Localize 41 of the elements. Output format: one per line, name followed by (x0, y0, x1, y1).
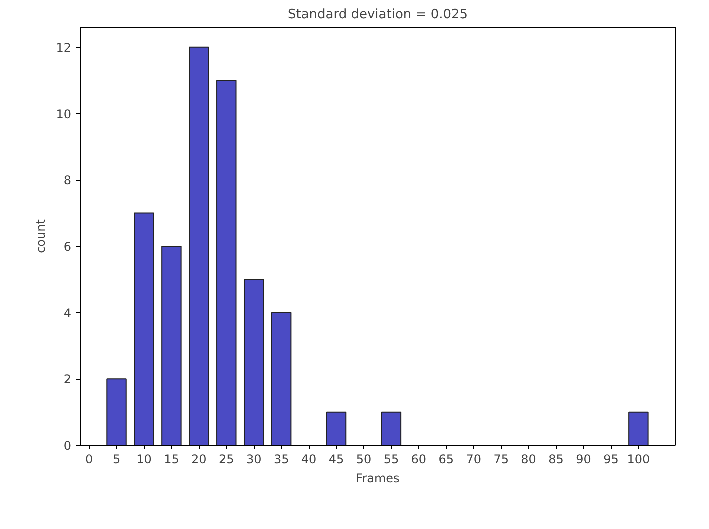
x-tick-label: 90 (576, 452, 592, 466)
x-tick-label: 80 (521, 452, 536, 466)
x-tick-label: 75 (494, 452, 509, 466)
bar (106, 378, 127, 446)
bar (244, 279, 264, 446)
x-tick-label: 100 (627, 452, 650, 466)
x-tick-label: 50 (356, 452, 372, 466)
x-tick-label: 85 (548, 452, 564, 466)
x-tick-label: 60 (411, 452, 427, 466)
y-tick-label: 4 (64, 306, 72, 320)
bar (162, 246, 182, 446)
bar (189, 46, 210, 446)
y-axis-title: count (34, 219, 48, 254)
y-tick-label: 2 (64, 372, 72, 387)
x-tick-label: 15 (164, 452, 180, 466)
y-tick-label: 0 (64, 439, 72, 453)
x-tick-label: 70 (466, 452, 482, 466)
x-tick-label: 35 (274, 452, 290, 466)
y-tick-label: 12 (56, 40, 72, 55)
x-tick-label: 40 (301, 452, 317, 466)
bar (628, 412, 649, 446)
y-tick-label: 6 (64, 240, 72, 254)
bar (134, 212, 154, 446)
bar (326, 412, 347, 446)
x-tick-label: 65 (438, 452, 454, 466)
x-tick-label: 45 (328, 452, 344, 466)
x-tick-label: 10 (136, 452, 152, 466)
x-tick-label: 5 (112, 452, 121, 466)
x-tick-label: 55 (384, 452, 400, 466)
y-tick-label: 8 (64, 174, 72, 188)
x-tick-label: 0 (85, 452, 94, 466)
x-tick-label: 30 (246, 452, 262, 466)
x-tick-label: 25 (219, 452, 234, 466)
y-tick-label: 10 (56, 107, 72, 122)
bar (381, 412, 402, 446)
bar (271, 312, 292, 446)
chart-title: Standard deviation = 0.025 (288, 8, 468, 22)
x-axis-title: Frames (356, 472, 400, 486)
x-tick-label: 95 (604, 452, 619, 466)
bar (216, 80, 237, 446)
x-tick-label: 20 (192, 452, 207, 466)
